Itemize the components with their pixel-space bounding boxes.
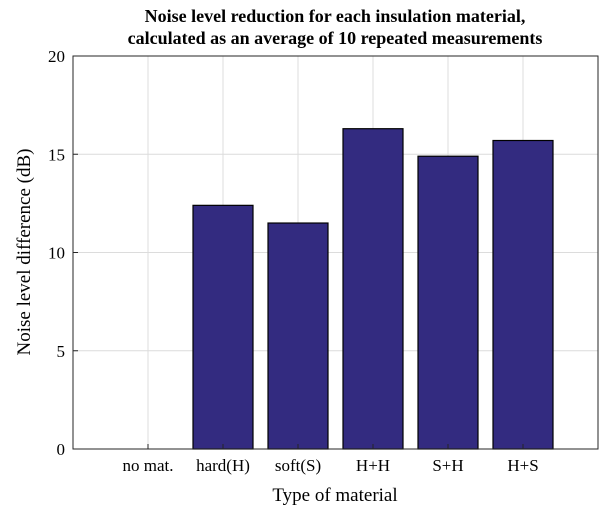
bar [267,222,329,450]
y-tick-label: 20 [48,47,65,66]
x-tick-label: no mat. [123,456,174,475]
y-tick-label: 5 [57,342,66,361]
chart-title: calculated as an average of 10 repeated … [128,28,543,48]
y-tick-label: 15 [48,145,65,164]
bar [192,204,254,450]
x-axis-label: Type of material [272,485,397,506]
chart-title: Noise level reduction for each insulatio… [145,6,526,26]
y-tick-label: 10 [48,244,65,263]
x-tick-label: H+H [356,456,390,475]
plot-frame [72,55,599,450]
x-tick-label: hard(H) [196,456,250,475]
y-axis-label: Noise level difference (dB) [14,149,35,356]
bar [342,128,404,450]
bar [492,139,554,450]
x-tick-label: soft(S) [275,456,321,475]
x-tick-label: S+H [432,456,463,475]
bar [417,155,479,450]
y-tick-label: 0 [57,440,66,459]
x-tick-label: H+S [507,456,538,475]
